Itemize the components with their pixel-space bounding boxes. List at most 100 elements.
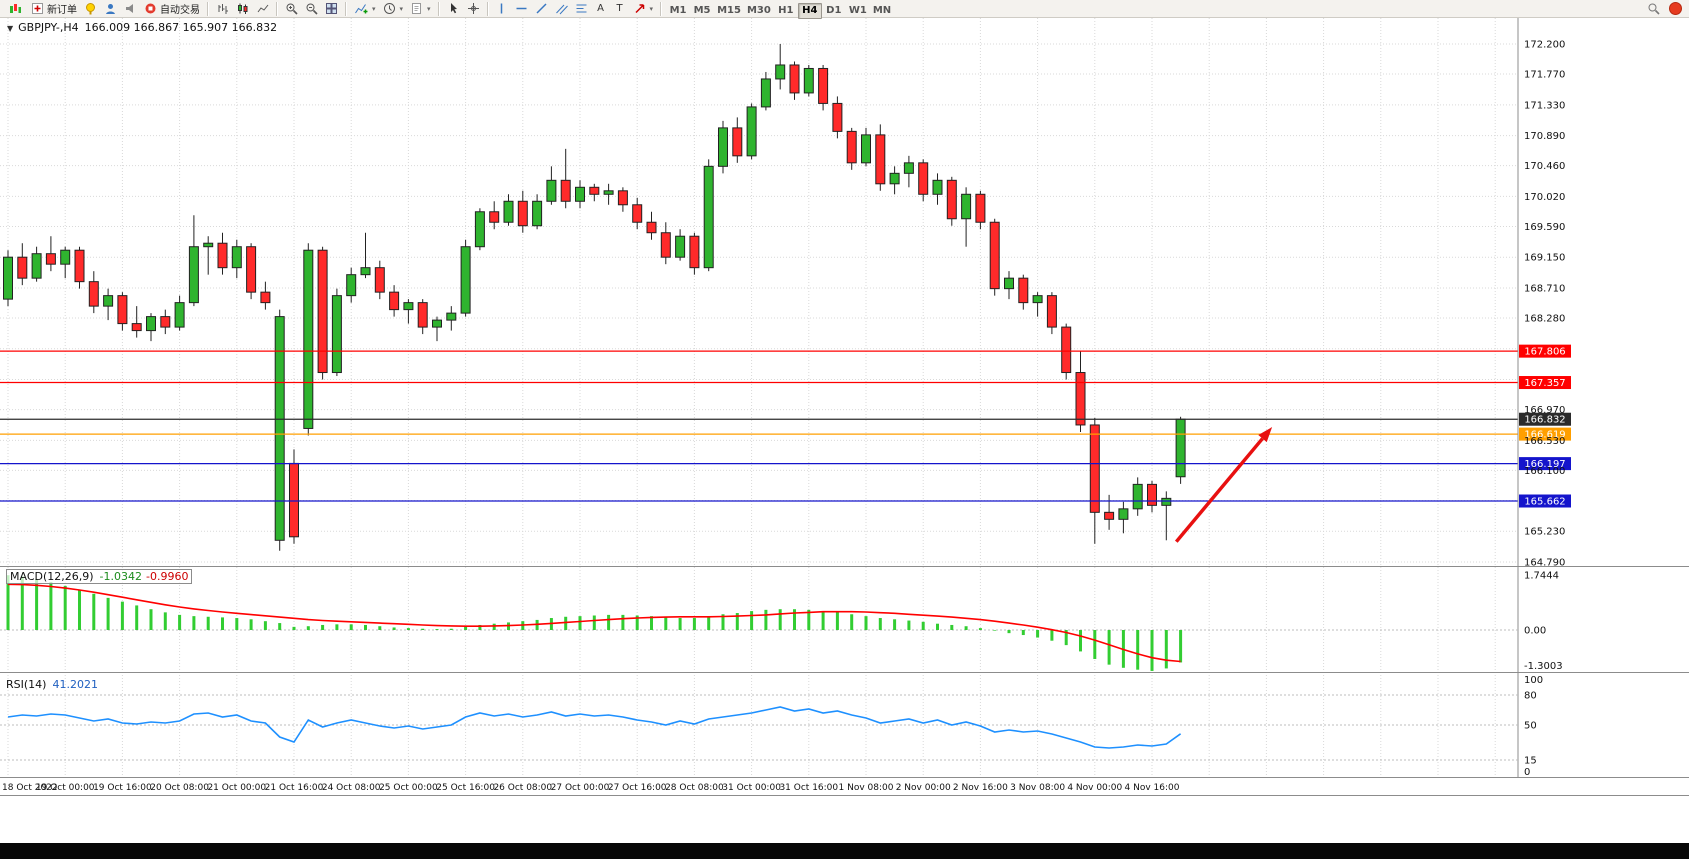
- candle-body: [88, 281, 99, 307]
- macd-main-value: -1.0342: [99, 570, 143, 583]
- cursor-button[interactable]: [444, 1, 463, 17]
- new-order-button[interactable]: 新订单: [28, 1, 80, 17]
- candle-body: [1075, 372, 1086, 426]
- symbol-label: GBPJPY-,H4: [18, 21, 79, 34]
- timeframe-button-D1[interactable]: D1: [822, 3, 846, 19]
- candle-body: [274, 316, 285, 541]
- tile-windows-button[interactable]: [322, 1, 341, 17]
- time-label: 4 Nov 00:00: [1067, 783, 1122, 793]
- candle-chart-button[interactable]: [233, 1, 252, 17]
- timeframe-button-H1[interactable]: H1: [774, 3, 798, 19]
- candle-body: [560, 179, 571, 202]
- ohlc-values: 166.009 166.867 165.907 166.832: [84, 21, 278, 34]
- price-axis[interactable]: 172.200 171.770 171.330 170.890 170.460 170.0…: [1524, 40, 1565, 569]
- candle-body: [760, 78, 771, 108]
- price-tick: 169.590: [1524, 222, 1565, 233]
- zoom-in-button[interactable]: [282, 1, 301, 17]
- svg-text:166.619: 166.619: [1524, 430, 1565, 441]
- line-chart-button[interactable]: [253, 1, 272, 17]
- dropdown-caret: ▾: [649, 4, 654, 13]
- timeframe-button-H4[interactable]: H4: [797, 2, 822, 19]
- candle-body: [975, 193, 986, 223]
- channel-button[interactable]: [552, 1, 571, 17]
- indicators-button[interactable]: ▾: [351, 1, 379, 17]
- candle-body: [718, 127, 728, 167]
- chart-area[interactable]: 167.806 167.357 166.832 166.619 166.197 165.6…: [0, 18, 1689, 796]
- timeframe-button-MN[interactable]: MN: [870, 3, 894, 19]
- dropdown-caret: ▾: [372, 4, 376, 13]
- candle-body: [389, 291, 400, 311]
- candles-layer[interactable]: [3, 44, 1186, 551]
- alerts-button[interactable]: [121, 1, 140, 17]
- horizontal-line-button[interactable]: [512, 1, 531, 17]
- time-label: 20 Oct 08:00: [150, 783, 209, 793]
- price-line-label[interactable]: [1519, 376, 1571, 390]
- dropdown-caret: ▾: [427, 4, 431, 13]
- label-tool-button[interactable]: T: [611, 1, 629, 17]
- vertical-line-button[interactable]: [493, 1, 511, 17]
- candle-body: [532, 200, 543, 227]
- autotrading-button[interactable]: 自动交易: [141, 1, 203, 17]
- template-icon: [412, 3, 422, 14]
- candle-body: [1132, 483, 1143, 510]
- text-tool-icon: A: [597, 3, 604, 14]
- price-line-label[interactable]: [1519, 494, 1571, 508]
- candle-body: [846, 130, 857, 164]
- candle-body: [474, 211, 485, 248]
- autotrading-label: 自动交易: [160, 5, 200, 16]
- time-label: 25 Oct 00:00: [379, 783, 438, 793]
- candle-body: [861, 134, 871, 164]
- timeframe-button-M30[interactable]: M30: [744, 3, 774, 19]
- trend-arrow[interactable]: [1174, 437, 1264, 543]
- periods-button[interactable]: ▾: [380, 1, 407, 17]
- candle-body: [17, 256, 28, 279]
- price-line-label[interactable]: [1519, 412, 1571, 426]
- timeframe-group: M1 M5 M15 M30 H1 H4 D1 W1 MN: [666, 0, 894, 19]
- price-tick: 166.530: [1524, 436, 1565, 447]
- price-line-label[interactable]: [1519, 427, 1571, 441]
- fibonacci-button[interactable]: [572, 1, 591, 17]
- search-button[interactable]: [1644, 1, 1663, 17]
- panel-separators[interactable]: [0, 18, 1689, 796]
- macd-label[interactable]: MACD(12,26,9): [10, 570, 94, 583]
- time-label: 1 Nov 08:00: [839, 783, 894, 793]
- trendline-button[interactable]: [532, 1, 551, 17]
- rsi-level-lines: [0, 694, 1518, 761]
- charts-button[interactable]: [81, 1, 100, 17]
- candle-body: [818, 67, 829, 104]
- time-label: 2 Nov 16:00: [953, 783, 1008, 793]
- crosshair-button[interactable]: [464, 1, 483, 17]
- text-tool-button[interactable]: A: [592, 1, 610, 17]
- candle-body: [246, 246, 257, 293]
- price-line-label[interactable]: [1519, 344, 1571, 358]
- candle-body: [889, 172, 900, 185]
- candle-body: [289, 462, 299, 538]
- timeframe-button-W1[interactable]: W1: [846, 3, 870, 19]
- svg-text:165.662: 165.662: [1524, 497, 1565, 508]
- trend-arrow-head[interactable]: [1258, 427, 1273, 443]
- timeframe-button-M1[interactable]: M1: [666, 3, 690, 19]
- price-line-label[interactable]: [1519, 457, 1571, 471]
- bar-chart-button[interactable]: [213, 1, 232, 17]
- collapse-icon[interactable]: ▼: [7, 24, 14, 33]
- arrows-tool-button[interactable]: ▾: [630, 1, 657, 17]
- candle-body: [503, 200, 514, 223]
- profile-button[interactable]: [101, 1, 120, 17]
- zoom-out-button[interactable]: [302, 1, 321, 17]
- notification-badge[interactable]: [1669, 2, 1682, 15]
- timeframe-button-M15[interactable]: M15: [714, 3, 744, 19]
- candle-body: [403, 302, 414, 311]
- candle-body: [875, 134, 886, 185]
- timeframe-button-M5[interactable]: M5: [690, 3, 714, 19]
- candle-body: [689, 235, 700, 269]
- price-tick: 168.280: [1524, 314, 1565, 325]
- price-tick: 166.970: [1524, 405, 1565, 416]
- templates-button[interactable]: ▾: [407, 1, 434, 17]
- macd-axis-label: -1.3003: [1524, 661, 1563, 672]
- candle-chart-icon: [238, 3, 248, 14]
- candle-body: [231, 246, 242, 269]
- rsi-label[interactable]: RSI(14): [6, 678, 47, 691]
- rsi-axis-label: 15: [1524, 756, 1537, 767]
- svg-text:166.832: 166.832: [1524, 415, 1565, 426]
